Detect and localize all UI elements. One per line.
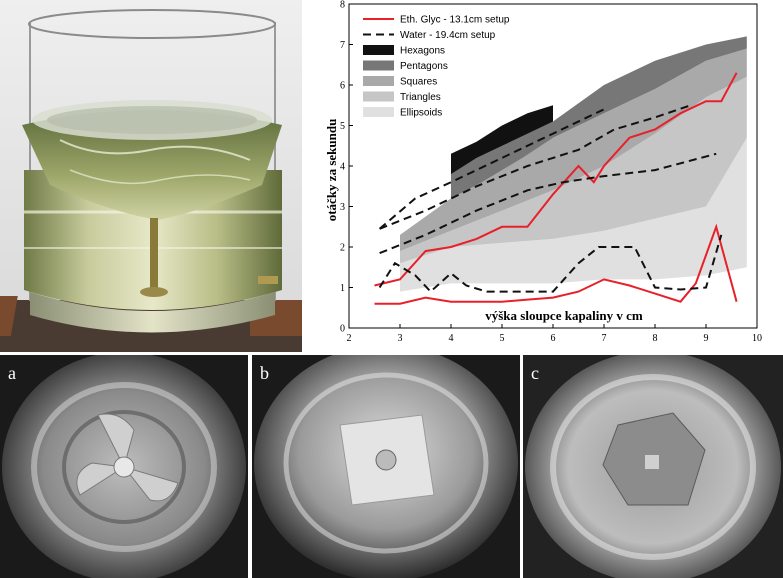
band-squares — [400, 48, 747, 252]
photo-vortex-pentagon: c — [523, 355, 783, 578]
band-hexagons — [451, 105, 553, 175]
photo-vortex-square: b — [252, 355, 520, 578]
band-ellipsoids — [400, 137, 747, 292]
bands-layer — [400, 36, 747, 292]
legend-swatch — [363, 45, 394, 55]
y-tick-label: 0 — [340, 324, 345, 335]
panel-label-a: a — [8, 363, 16, 383]
legend-item: Ellipsoids — [363, 107, 442, 119]
legend-swatch — [363, 60, 394, 71]
legend-item: Eth. Glyc - 13.1cm setup — [363, 15, 510, 26]
y-tick-label: 7 — [340, 40, 345, 51]
band-pentagons — [451, 36, 747, 199]
legend-item: Water - 19.4cm setup — [363, 30, 496, 41]
legend-label: Pentagons — [400, 61, 448, 72]
panel-label-c: c — [531, 363, 539, 383]
x-tick-label: 4 — [449, 333, 454, 344]
legend-item: Squares — [363, 76, 437, 88]
axes-layer: 2 3 4 5 6 7 8 9 10 0 1 2 3 4 5 6 7 8 — [340, 0, 762, 344]
series-line-2 — [378, 234, 723, 293]
legend-swatch — [363, 91, 394, 102]
x-tick-label: 10 — [752, 333, 762, 344]
legend-item: Pentagons — [363, 60, 448, 72]
x-tick-label: 5 — [500, 333, 505, 344]
chart-panel: 2 3 4 5 6 7 8 9 10 0 1 2 3 4 5 6 7 8 Eth. Glyc - 13.1cm s… — [302, 0, 783, 352]
y-tick-label: 6 — [340, 81, 345, 92]
legend-label: Eth. Glyc - 13.1cm setup — [400, 15, 510, 26]
x-tick-label: 2 — [347, 333, 352, 344]
series-line-0 — [374, 223, 738, 305]
y-tick-label: 4 — [340, 162, 345, 173]
chart: 2 3 4 5 6 7 8 9 10 0 1 2 3 4 5 6 7 8 Eth. Glyc - 13.1cm s… — [324, 0, 762, 344]
series-line-3 — [379, 152, 717, 255]
legend-label: Water - 19.4cm setup — [400, 30, 496, 41]
x-tick-label: 9 — [704, 333, 709, 344]
legend-label: Hexagons — [400, 46, 445, 57]
x-tick-label: 6 — [551, 333, 556, 344]
legend-label: Ellipsoids — [400, 108, 442, 119]
y-tick-label: 1 — [340, 283, 345, 294]
legend: Eth. Glyc - 13.1cm setup Water - 19.4cm s… — [363, 15, 510, 119]
series-layer — [374, 72, 738, 305]
y-tick-label: 5 — [340, 121, 345, 132]
x-tick-label: 8 — [653, 333, 658, 344]
band-triangles — [400, 76, 747, 264]
panel-label-b: b — [260, 363, 269, 383]
legend-label: Triangles — [400, 92, 441, 103]
x-axis-title: výška sloupce kapaliny v cm — [485, 308, 643, 323]
photo-cylinder-tank — [0, 0, 302, 352]
legend-label: Squares — [400, 77, 437, 88]
photo-vortex-triangle: a — [0, 355, 248, 578]
x-tick-label: 7 — [602, 333, 607, 344]
x-tick-label: 3 — [398, 333, 403, 344]
legend-swatch — [363, 76, 394, 86]
series-line-5 — [378, 108, 605, 230]
y-axis-title: otáčky za sekundu — [324, 119, 339, 222]
series-line-4 — [379, 104, 692, 230]
y-tick-label: 3 — [340, 202, 345, 213]
series-line-1 — [374, 72, 738, 287]
y-tick-label: 2 — [340, 243, 345, 254]
legend-item: Hexagons — [363, 45, 445, 57]
y-tick-label: 8 — [340, 0, 345, 11]
legend-swatch — [363, 107, 394, 117]
legend-item: Triangles — [363, 91, 441, 103]
